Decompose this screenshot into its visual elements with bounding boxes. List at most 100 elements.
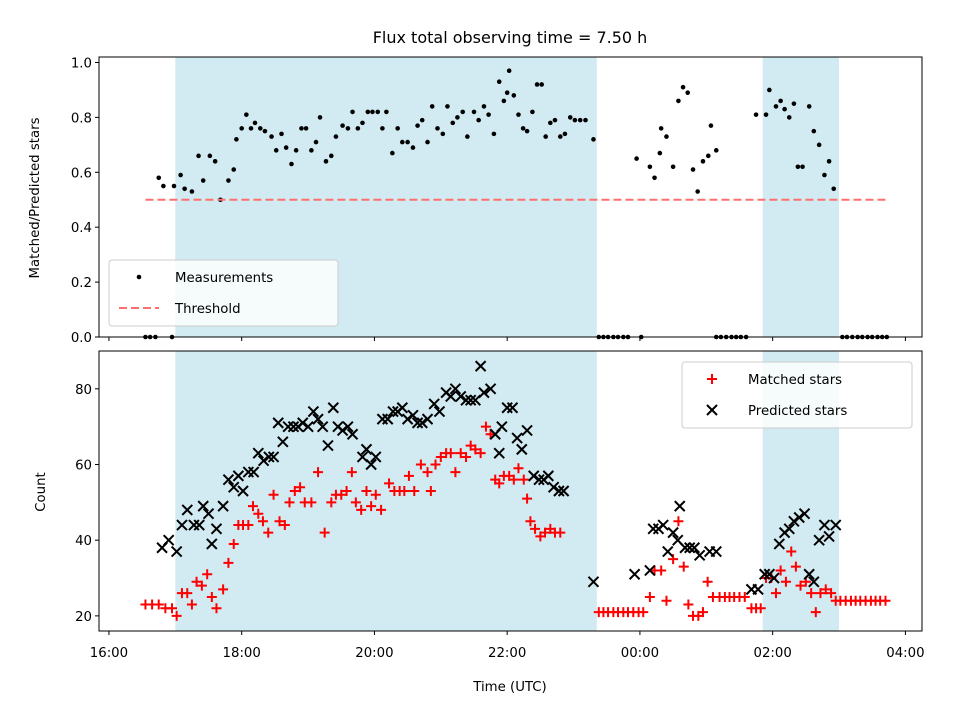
matched-star-point [470,444,481,455]
matched-star-point [430,459,441,470]
measurement-point [572,117,578,123]
measurement-point [763,112,769,117]
predicted-star-point [327,402,339,414]
x-tick-label: 16:00 [90,646,128,661]
predicted-star-point [407,409,419,422]
matched-star-point [508,474,519,485]
predicted-star-point [237,485,249,497]
predicted-star-point [428,398,440,410]
matched-star-point [171,610,182,621]
predicted-star-point [312,413,324,425]
predicted-star-point [322,439,334,452]
predicted-star-point [683,542,696,554]
predicted-star-point [464,394,477,406]
predicted-star-point [433,405,446,418]
top-y-axis-label: Matched/Predicted stars [28,117,43,278]
predicted-star-point [396,402,409,414]
measurement-point [355,126,361,131]
measurement-point [676,98,681,104]
measurement-point [350,109,355,115]
measurement-point [700,159,706,164]
matched-star-point [790,561,801,572]
matched-star-point [268,489,279,500]
measurement-point [491,131,497,137]
axes-frame [98,350,923,632]
predicted-star-point [263,451,275,463]
measurement-point [577,117,583,123]
predicted-star-point [474,360,487,372]
y-tick-label: 0.2 [71,276,92,291]
measurement-point [226,178,231,183]
measurement-point [425,139,430,145]
matched-star-point [191,576,202,587]
matched-star-point [289,486,300,496]
predicted-star-point [206,538,218,550]
matched-star-point [366,501,377,512]
predicted-star-point [557,485,570,497]
measurement-point [791,101,797,106]
y-tick-label: 60 [75,459,92,474]
matched-star-point [540,527,551,538]
measurement-point [323,159,329,164]
predicted-star-point [793,511,805,524]
predicted-star-point [277,436,289,448]
matched-star-point [425,486,436,496]
axes-frame [98,56,923,338]
predicted-star-point [287,420,300,433]
matched-star-point [638,607,649,618]
matched-star-point [513,463,524,474]
measurement-point [460,109,466,115]
measurement-point [279,131,284,137]
predicted-star-point [252,447,264,459]
measurement-point [543,134,548,139]
measurement-point [670,164,676,170]
measurement-point [293,148,299,153]
measurement-point [795,164,801,170]
shaded-interval-1 [762,57,840,337]
measurement-point [708,123,714,128]
measurement-point [244,112,249,117]
measurement-point [496,79,502,85]
predicted-star-point [342,420,354,433]
y-tick-label: 20 [75,610,92,625]
predicted-star-point [210,523,223,535]
measurement-point [501,98,507,104]
matched-star-point [455,448,466,459]
predicted-star-point [484,383,497,395]
measurement-point [816,142,822,148]
measurement-point [299,126,304,131]
matched-star-point [445,448,456,459]
measurement-point [591,137,596,142]
matched-star-point [697,607,708,618]
measurement-point [811,128,817,134]
predicted-star-point [365,458,377,471]
matched-star-point [350,497,361,508]
measurement-point [552,117,558,123]
legend-box [681,361,913,429]
predicted-star-point [798,507,811,520]
matched-star-point [810,607,821,618]
matched-star-point [525,516,536,527]
measurement-point [313,139,319,145]
matched-star-point [361,486,372,496]
measurement-point [429,104,435,109]
measurement-point [360,120,365,126]
matched-star-point [775,565,786,576]
measurement-point [262,128,268,134]
matched-star-point [530,523,541,534]
measurement-point [504,90,510,95]
predicted-star-point [170,545,183,558]
measurement-point [328,153,334,159]
measurement-point [778,98,783,104]
matched-star-point [826,588,837,599]
matched-star-point [480,421,491,432]
matched-star-point [815,588,826,599]
chart-title: Flux total observing time = 7.50 h [373,28,648,47]
matched-star-point [786,546,797,557]
matched-star-point [196,580,207,591]
measurement-point [652,175,657,181]
predicted-star-point [197,500,209,512]
matched-star-point [755,603,766,614]
measurement-point [200,178,206,183]
measurement-point [309,148,314,153]
